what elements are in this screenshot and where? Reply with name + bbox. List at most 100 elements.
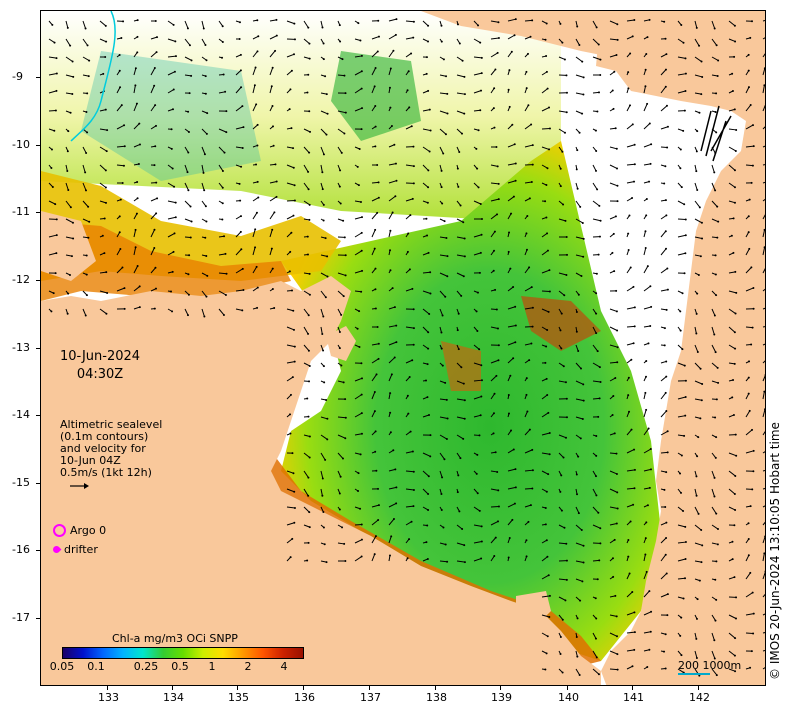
velocity-arrow — [541, 308, 549, 313]
lon-tick-mark — [172, 686, 173, 690]
velocity-arrow-head — [240, 248, 243, 251]
velocity-arrow — [405, 359, 413, 364]
lat-tick-mark — [36, 77, 40, 78]
velocity-arrow-head — [406, 394, 409, 397]
velocity-arrow — [592, 559, 600, 562]
velocity-arrow — [286, 326, 295, 331]
velocity-arrow — [677, 415, 686, 418]
velocity-arrow — [150, 229, 155, 238]
velocity-arrow — [167, 89, 175, 94]
velocity-arrow-head — [575, 473, 578, 476]
velocity-arrow-head — [614, 215, 617, 218]
velocity-arrow — [541, 394, 548, 400]
velocity-arrow — [422, 414, 430, 418]
velocity-arrow-head — [256, 50, 259, 53]
velocity-arrow-head — [714, 189, 717, 192]
velocity-arrow-head — [510, 212, 513, 215]
velocity-arrow-head — [456, 329, 459, 332]
velocity-arrow-head — [514, 305, 517, 308]
velocity-arrow — [371, 212, 378, 220]
velocity-arrow — [711, 614, 716, 621]
velocity-arrow — [524, 449, 533, 454]
velocity-arrow — [184, 74, 192, 77]
altimetry-line-4: 10-Jun 04Z — [60, 454, 121, 467]
velocity-arrow — [677, 90, 686, 94]
velocity-arrow — [184, 20, 189, 29]
velocity-arrow-head — [428, 150, 431, 153]
velocity-arrow-head — [735, 596, 738, 599]
velocity-arrow-head — [695, 26, 698, 29]
velocity-arrow-head — [206, 112, 209, 115]
velocity-arrow-head — [579, 437, 582, 440]
velocity-arrow — [320, 308, 324, 317]
velocity-arrow — [354, 107, 363, 112]
velocity-arrow-head — [632, 503, 635, 506]
velocity-arrow — [558, 218, 566, 222]
velocity-arrow-head — [321, 188, 324, 191]
velocity-arrow — [728, 38, 736, 42]
velocity-arrow-head — [513, 34, 516, 37]
velocity-arrow — [490, 198, 499, 202]
lon-tick-label: 139 — [491, 691, 512, 704]
velocity-arrow-head — [663, 488, 666, 491]
velocity-arrow-head — [663, 650, 666, 653]
velocity-arrow — [677, 200, 685, 205]
velocity-arrow — [337, 272, 346, 276]
velocity-arrow-head — [374, 267, 377, 270]
velocity-arrow-head — [559, 652, 562, 655]
velocity-arrow-head — [462, 382, 465, 385]
velocity-arrow-head — [395, 486, 398, 489]
velocity-arrow — [660, 69, 667, 76]
velocity-arrow-head — [616, 184, 619, 187]
velocity-arrow-head — [494, 288, 497, 291]
velocity-arrow-head — [684, 90, 687, 93]
velocity-arrow-head — [225, 272, 228, 275]
velocity-arrow — [762, 268, 765, 274]
map-frame[interactable] — [40, 10, 766, 686]
velocity-arrow — [320, 326, 323, 335]
velocity-arrow-head — [595, 656, 598, 659]
velocity-arrow-head — [561, 671, 564, 674]
velocity-arrow — [609, 650, 618, 655]
velocity-arrow — [541, 146, 550, 150]
velocity-arrow — [728, 326, 736, 333]
velocity-arrow — [694, 542, 703, 546]
velocity-arrow — [575, 380, 584, 385]
velocity-arrow-head — [577, 512, 580, 515]
velocity-arrow — [558, 380, 567, 383]
velocity-arrow-head — [512, 448, 515, 451]
velocity-arrow-head — [118, 215, 121, 218]
velocity-arrow — [286, 488, 295, 493]
velocity-arrow — [490, 537, 497, 544]
velocity-arrow-head — [580, 367, 583, 370]
velocity-arrow-head — [546, 393, 549, 396]
velocity-arrow-head — [254, 66, 257, 69]
velocity-arrow — [235, 70, 242, 76]
velocity-arrow-head — [581, 221, 584, 224]
velocity-arrow — [490, 470, 498, 473]
velocity-arrow-head — [679, 329, 682, 332]
velocity-arrow — [99, 38, 107, 43]
velocity-arrow-head — [616, 23, 619, 26]
velocity-arrow-head — [633, 180, 636, 183]
velocity-arrow-head — [154, 287, 157, 290]
velocity-arrow-head — [695, 617, 698, 620]
velocity-arrow — [694, 632, 697, 639]
velocity-arrow-head — [255, 265, 258, 268]
velocity-arrow — [643, 143, 652, 148]
time-label: 04:30Z — [76, 367, 124, 382]
velocity-arrow-head — [153, 67, 156, 70]
velocity-arrow-head — [629, 52, 632, 55]
velocity-arrow-head — [698, 674, 701, 677]
velocity-arrow — [320, 164, 323, 173]
velocity-arrow — [643, 325, 651, 328]
velocity-arrow-head — [733, 654, 736, 657]
velocity-arrow-head — [325, 93, 328, 96]
velocity-arrow-head — [582, 383, 585, 386]
velocity-arrow — [745, 555, 750, 562]
velocity-arrow — [490, 326, 499, 329]
velocity-arrow-head — [649, 448, 652, 451]
velocity-arrow — [575, 38, 580, 46]
velocity-arrow — [201, 290, 207, 297]
velocity-arrow-head — [325, 561, 328, 564]
